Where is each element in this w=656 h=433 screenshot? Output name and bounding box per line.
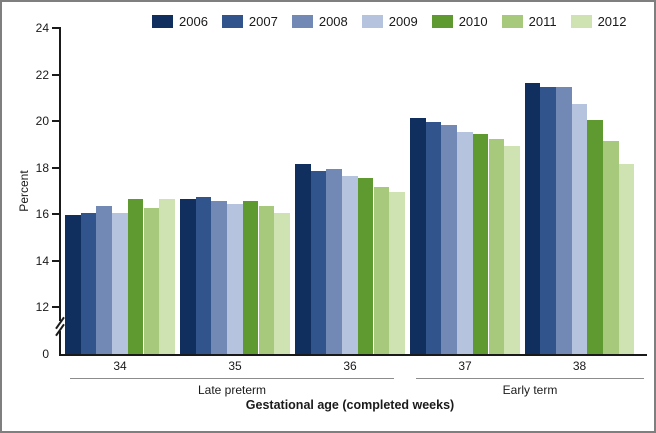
bar-38wk-2012 — [618, 164, 635, 354]
legend-swatch — [221, 15, 243, 28]
bar-35wk-2011 — [258, 206, 275, 354]
bar-37wk-2011 — [488, 138, 505, 354]
legend-item-2007: 2007 — [221, 14, 278, 29]
bar-38wk-2010 — [587, 120, 603, 354]
y-tick-mark — [52, 259, 59, 262]
legend-label: 2009 — [388, 14, 418, 29]
legend-item-2010: 2010 — [431, 14, 488, 29]
x-axis-line — [59, 354, 647, 356]
bar-38wk-2009 — [571, 103, 588, 354]
legend-item-2009: 2009 — [361, 14, 418, 29]
bar-35wk-2007 — [195, 196, 212, 354]
y-tick-label: 22 — [35, 67, 49, 82]
legend-swatch — [431, 15, 453, 28]
bar-36wk-2008 — [326, 168, 343, 354]
bar-37wk-2010 — [472, 133, 489, 354]
x-tick-label-35: 35 — [228, 359, 242, 373]
y-tick-label: 20 — [35, 114, 49, 128]
bar-37wk-2012 — [504, 145, 520, 354]
x-axis-title: Gestational age (completed weeks) — [245, 398, 455, 412]
y-tick-mark — [52, 166, 59, 169]
y-tick-label: 24 — [35, 21, 49, 35]
legend-item-2006: 2006 — [152, 15, 208, 28]
legend-label: 2011 — [528, 14, 557, 29]
x-tick-label-38: 38 — [572, 359, 587, 373]
legend-label: 2006 — [179, 14, 208, 29]
bar-35wk-2010 — [242, 201, 259, 354]
legend-label: 2008 — [318, 14, 348, 29]
bar-36wk-2012 — [389, 192, 405, 354]
bar-34wk-2010 — [127, 199, 144, 354]
y-tick-label: 16 — [35, 207, 49, 221]
legend-swatch — [570, 15, 592, 28]
late-preterm-label: Late preterm — [197, 383, 267, 397]
y-tick-mark — [52, 73, 59, 76]
bar-37wk-2007 — [425, 122, 442, 354]
bar-35wk-2008 — [211, 201, 228, 354]
bar-37wk-2009 — [457, 131, 473, 354]
bar-35wk-2006 — [180, 199, 196, 354]
legend-swatch — [361, 15, 383, 28]
legend-item-2012: 2012 — [570, 14, 627, 29]
legend-label: 2007 — [248, 14, 278, 29]
early-term-label: Early term — [502, 383, 558, 397]
chart-legend: 2006 2007 2008 2009 2010 2011 2012 — [152, 15, 627, 28]
y-axis-line — [59, 27, 61, 356]
legend-item-2008: 2008 — [291, 14, 348, 29]
bar-34wk-2006 — [65, 215, 81, 354]
bar-34wk-2011 — [143, 208, 160, 354]
bar-37wk-2006 — [410, 117, 426, 354]
legend-swatch — [501, 15, 523, 28]
y-tick-mark — [52, 27, 59, 29]
bar-37wk-2008 — [441, 124, 458, 354]
legend-item-2011: 2011 — [501, 14, 557, 29]
legend-swatch — [291, 15, 313, 28]
bar-38wk-2006 — [524, 82, 541, 354]
bar-36wk-2006 — [295, 164, 311, 354]
legend-label: 2010 — [458, 14, 488, 29]
bar-36wk-2010 — [357, 178, 374, 354]
bar-38wk-2011 — [603, 140, 619, 354]
x-tick-label-37: 37 — [458, 359, 472, 373]
early-term-bracket — [416, 378, 644, 379]
bar-38wk-2007 — [540, 87, 556, 354]
y-tick-mark — [52, 306, 59, 308]
bar-38wk-2008 — [555, 87, 572, 354]
y-tick-mark — [52, 213, 59, 215]
x-tick-label-34: 34 — [113, 359, 127, 373]
bar-34wk-2009 — [112, 213, 128, 354]
y-tick-label: 14 — [35, 253, 49, 268]
y-tick-label: 18 — [35, 160, 49, 175]
bar-34wk-2008 — [96, 206, 113, 354]
x-tick-label-36: 36 — [343, 359, 357, 373]
y-tick-mark — [52, 120, 59, 122]
bar-35wk-2012 — [274, 213, 290, 354]
bar-34wk-2012 — [159, 199, 175, 354]
bar-36wk-2007 — [310, 171, 327, 354]
bar-36wk-2009 — [342, 175, 358, 354]
bar-35wk-2009 — [227, 203, 243, 354]
late-preterm-bracket — [70, 378, 394, 379]
legend-swatch — [152, 15, 173, 28]
legend-label: 2012 — [597, 14, 627, 29]
y-tick-label: 12 — [35, 300, 49, 314]
bar-36wk-2011 — [373, 187, 390, 354]
y-zero-label: 0 — [42, 347, 49, 361]
bar-34wk-2007 — [80, 213, 97, 354]
